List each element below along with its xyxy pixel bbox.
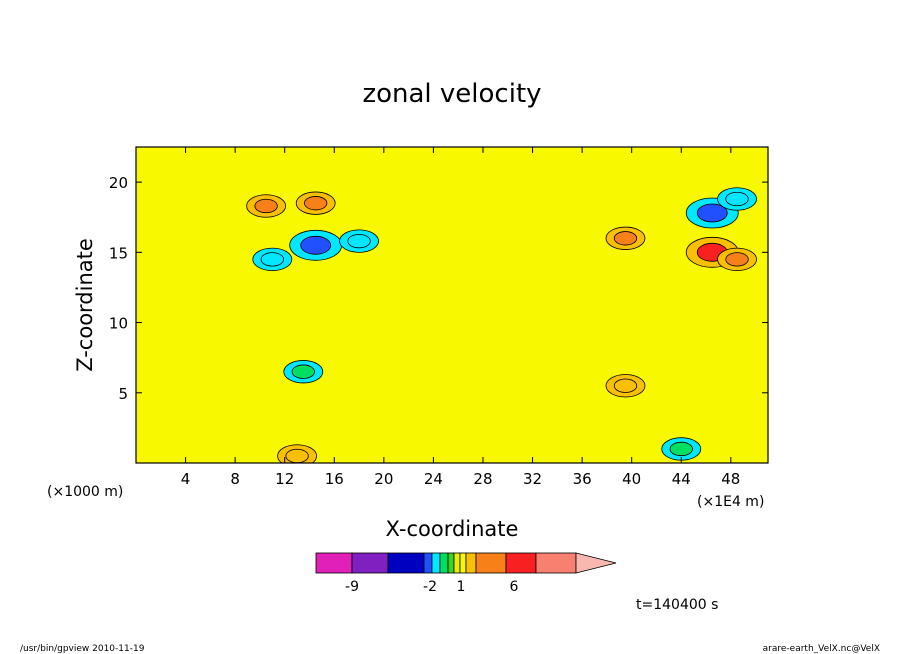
field-feature-2 [339, 229, 379, 253]
field-feature-13 [661, 437, 702, 461]
x-axis-ticks: 4 8 12 16 20 24 28 32 36 40 44 48 [181, 147, 740, 488]
x-tick-label-7: 32 [523, 470, 542, 488]
field-feature-8 [246, 194, 287, 218]
field-feature-7 [295, 191, 336, 215]
colorbar-extend-arrow [575, 552, 617, 574]
x-tick-label-3: 16 [325, 470, 344, 488]
y-tick-label-2: 15 [109, 244, 128, 262]
colorbar-segment-8 [459, 552, 467, 574]
plot-background [136, 147, 768, 463]
field-feature-12 [277, 444, 317, 463]
x-tick-label-10: 44 [672, 470, 691, 488]
x-tick-label-11: 48 [721, 470, 740, 488]
colorbar-segment-5 [439, 552, 449, 574]
time-label: t=140400 s [636, 597, 718, 613]
velocity-field [246, 187, 757, 463]
colorbar-segment-2 [387, 552, 425, 574]
x-unit-left: (×1000 m) [47, 484, 123, 500]
y-axis-ticks: 5 10 15 20 [109, 174, 768, 403]
chart-title: zonal velocity [362, 79, 541, 109]
y-tick-label-3: 20 [109, 174, 128, 192]
colorbar-tick-label-1: -2 [423, 579, 437, 595]
colorbar-tick-label-0: -9 [345, 579, 359, 595]
colorbar-segment-9 [465, 552, 477, 574]
footer-right: arare-earth_VelX.nc@VelX [763, 644, 880, 654]
field-feature-4 [717, 187, 757, 211]
colorbar-tick-label-3: 6 [510, 579, 519, 595]
x-tick-label-0: 4 [181, 470, 191, 488]
field-feature-0 [289, 229, 343, 261]
colorbar-segment-6 [447, 552, 455, 574]
feature-core-4 [725, 191, 749, 207]
colorbar-segment-11 [505, 552, 537, 574]
feature-core-13 [669, 441, 693, 457]
feature-core-1 [260, 252, 284, 267]
feature-core-8 [254, 198, 278, 214]
x-tick-label-4: 20 [374, 470, 393, 488]
colorbar-segment-10 [475, 552, 507, 574]
feature-core-6 [725, 252, 749, 267]
y-tick-label-1: 10 [109, 315, 128, 333]
field-feature-1 [252, 247, 293, 272]
x-tick-label-8: 36 [573, 470, 592, 488]
field-feature-9 [605, 226, 646, 250]
field-feature-11 [605, 374, 646, 398]
colorbar-segment-7 [453, 552, 461, 574]
colorbar-segment-1 [351, 552, 389, 574]
x-tick-label-1: 8 [230, 470, 240, 488]
x-tick-label-2: 12 [275, 470, 294, 488]
x-axis-label: X-coordinate [386, 517, 519, 541]
footer-left: /usr/bin/gpview 2010-11-19 [20, 644, 145, 654]
x-tick-label-5: 24 [424, 470, 443, 488]
colorbar-segment-0 [315, 552, 353, 574]
x-unit-right: (×1E4 m) [697, 494, 764, 510]
plot-frame [135, 146, 769, 464]
feature-core-9 [613, 231, 638, 246]
feature-core-11 [613, 378, 638, 393]
feature-core-7 [304, 196, 328, 211]
colorbar-segment-12 [535, 552, 577, 574]
feature-core-3 [696, 203, 728, 223]
field-feature-6 [717, 247, 757, 272]
feature-core-12 [285, 448, 309, 463]
feature-core-2 [347, 233, 371, 249]
colorbar-tick-label-2: 1 [457, 579, 466, 595]
feature-core-10 [291, 364, 315, 379]
x-tick-label-6: 28 [473, 470, 492, 488]
feature-core-0 [300, 235, 332, 255]
colorbar-segment-3 [423, 552, 433, 574]
y-axis-label: Z-coordinate [73, 238, 97, 372]
colorbar: -9 -2 1 6 [315, 552, 617, 595]
field-feature-10 [283, 360, 324, 384]
x-tick-label-9: 40 [622, 470, 641, 488]
colorbar-segment-4 [431, 552, 441, 574]
y-tick-label-0: 5 [118, 385, 128, 403]
